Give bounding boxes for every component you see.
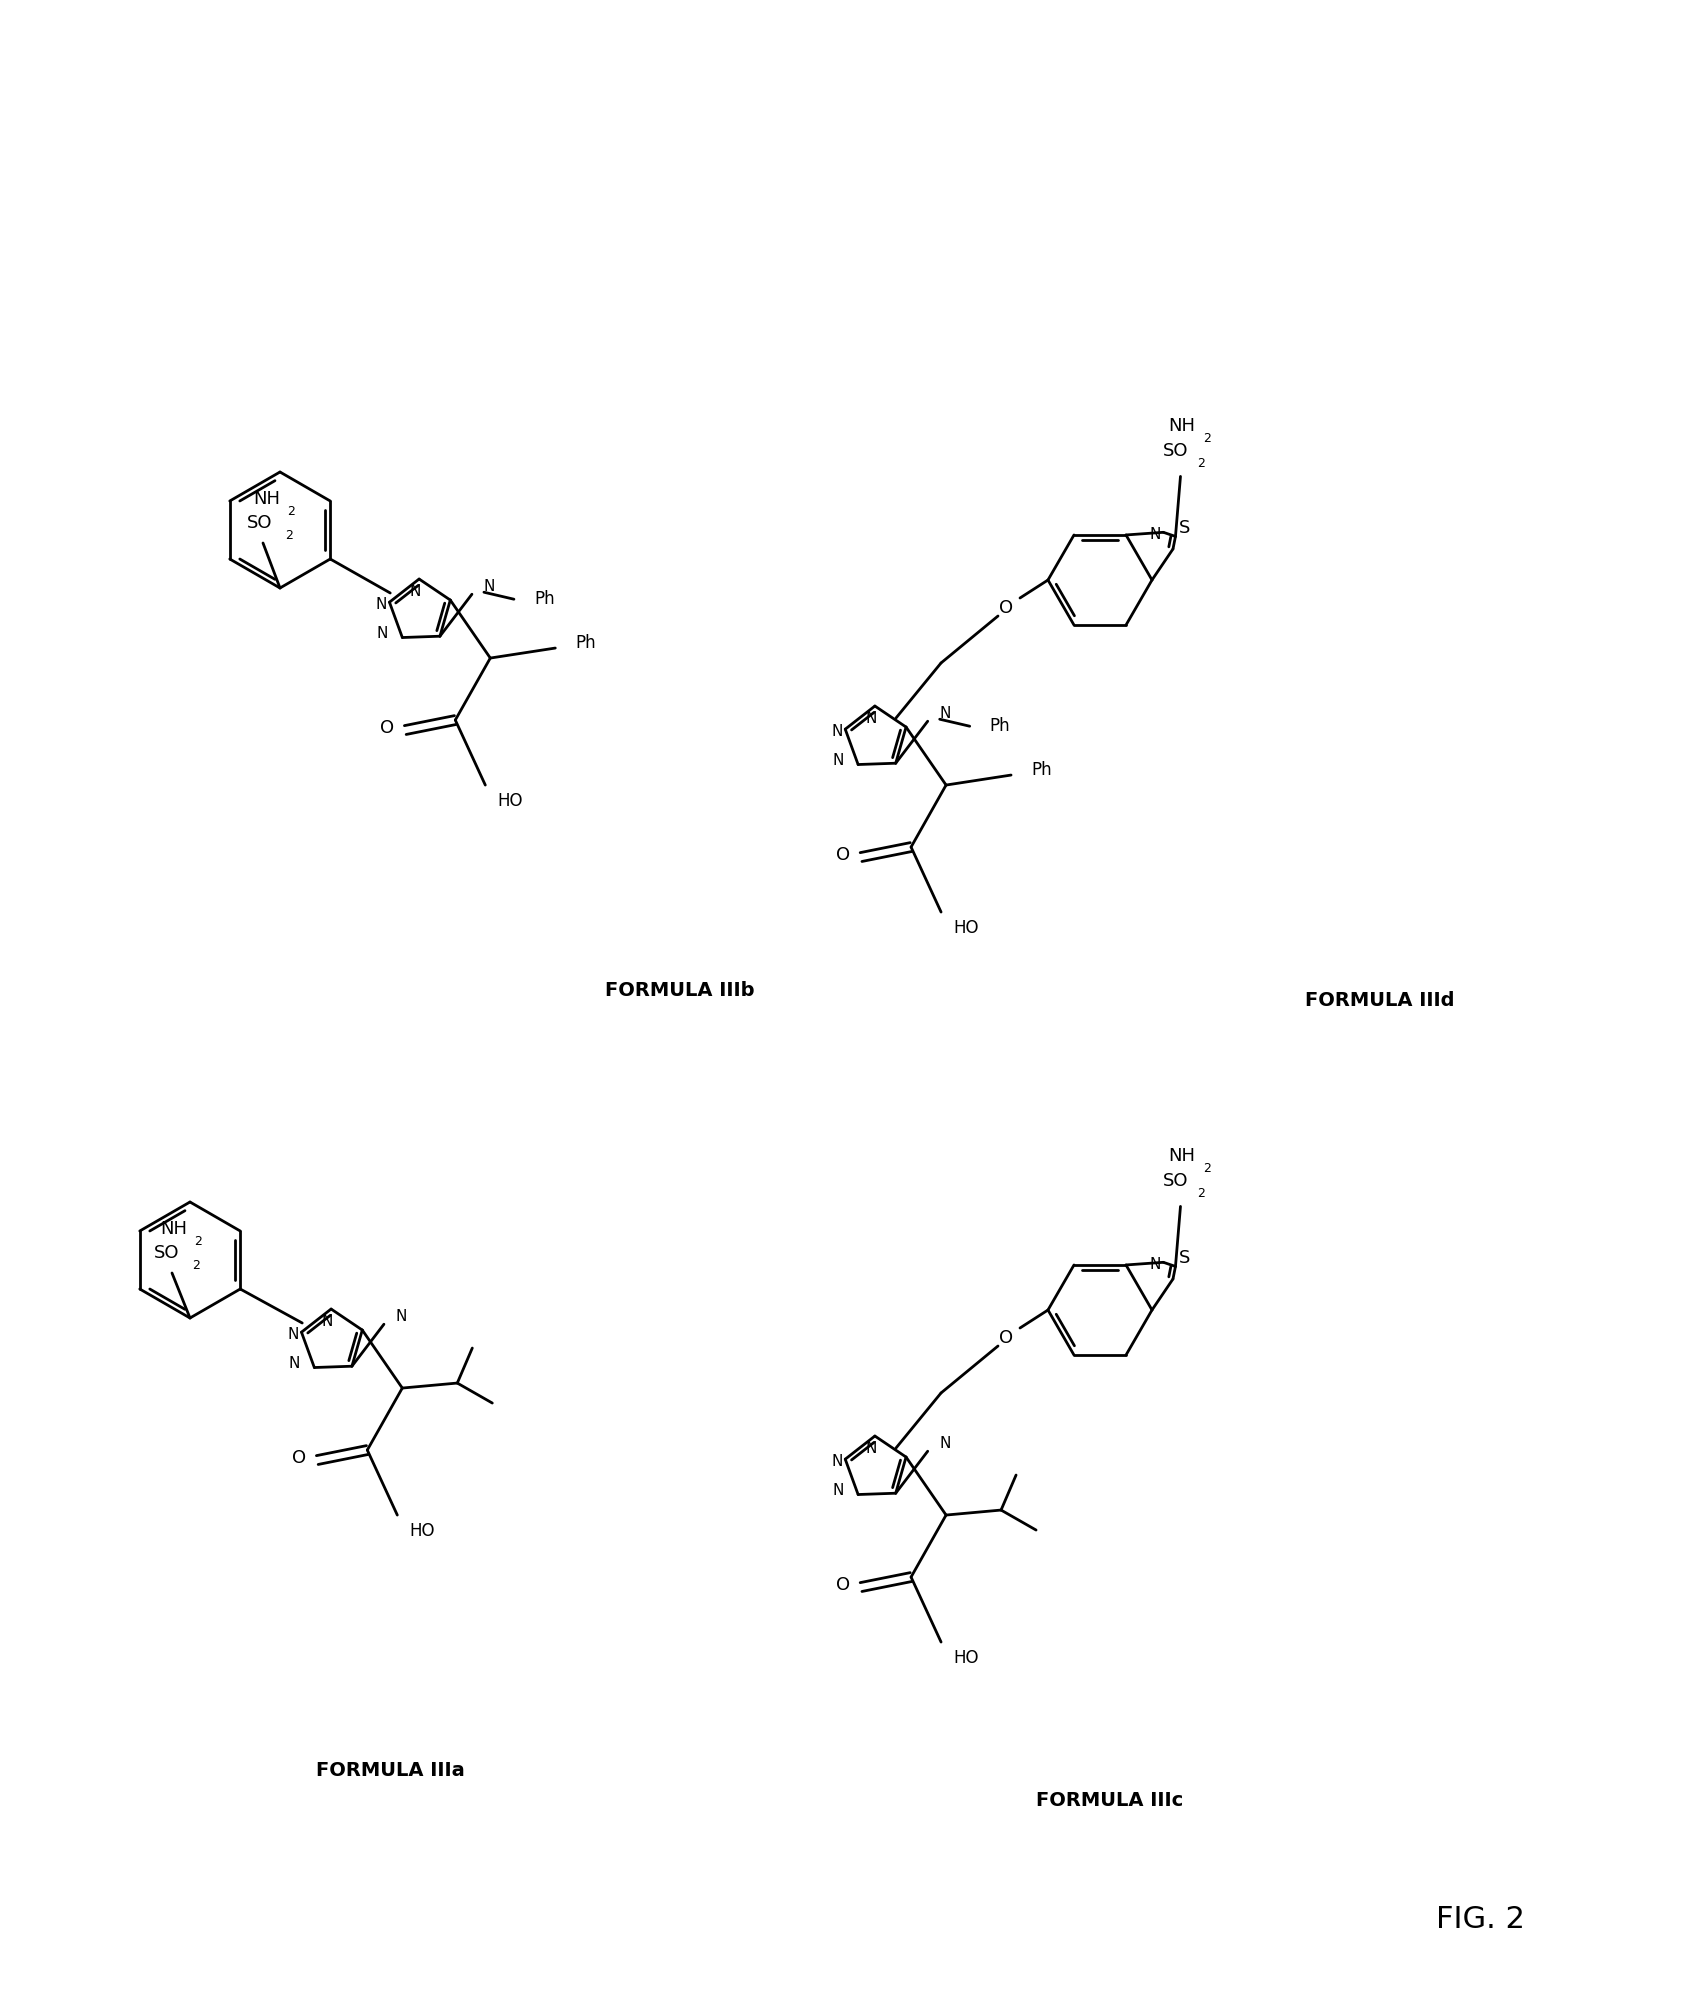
- Text: HO: HO: [953, 1650, 979, 1668]
- Text: N: N: [378, 626, 388, 642]
- Text: 2: 2: [1197, 457, 1205, 471]
- Text: Ph: Ph: [576, 634, 596, 652]
- Text: N: N: [1150, 1258, 1161, 1272]
- Text: FORMULA IIIb: FORMULA IIIb: [606, 980, 755, 1000]
- Text: N: N: [288, 1326, 300, 1342]
- Text: N: N: [831, 1455, 843, 1469]
- Text: O: O: [999, 1330, 1012, 1346]
- Text: Ph: Ph: [990, 716, 1011, 734]
- Text: FORMULA IIIa: FORMULA IIIa: [315, 1760, 464, 1779]
- Text: SO: SO: [154, 1243, 179, 1262]
- Text: 2: 2: [1197, 1187, 1205, 1201]
- Text: FORMULA IIId: FORMULA IIId: [1305, 990, 1454, 1010]
- Text: N: N: [290, 1356, 300, 1370]
- Text: N: N: [484, 579, 496, 594]
- Text: 2: 2: [288, 505, 295, 517]
- Text: N: N: [1150, 527, 1161, 543]
- Text: Ph: Ph: [1031, 761, 1051, 779]
- Text: SO: SO: [1163, 443, 1188, 461]
- Text: NH: NH: [1168, 1147, 1195, 1165]
- Text: O: O: [999, 600, 1012, 618]
- Text: N: N: [376, 598, 388, 612]
- Text: N: N: [833, 1483, 845, 1499]
- Text: N: N: [940, 706, 951, 720]
- Text: N: N: [833, 752, 845, 769]
- Text: SO: SO: [247, 513, 273, 531]
- Text: N: N: [831, 724, 843, 738]
- Text: O: O: [381, 718, 394, 736]
- Text: FIG. 2: FIG. 2: [1436, 1905, 1524, 1934]
- Text: NH: NH: [1168, 416, 1195, 435]
- Text: HO: HO: [498, 793, 523, 811]
- Text: NH: NH: [252, 491, 279, 507]
- Text: FORMULA IIIc: FORMULA IIIc: [1036, 1791, 1183, 1809]
- Text: N: N: [396, 1308, 408, 1324]
- Text: SO: SO: [1163, 1173, 1188, 1191]
- Text: HO: HO: [953, 919, 979, 938]
- Text: Ph: Ph: [533, 590, 555, 608]
- Text: NH: NH: [161, 1219, 186, 1237]
- Text: 2: 2: [191, 1260, 200, 1272]
- Text: N: N: [940, 1437, 951, 1451]
- Text: N: N: [865, 1441, 877, 1455]
- Text: N: N: [410, 583, 422, 598]
- Text: O: O: [836, 847, 850, 863]
- Text: O: O: [293, 1449, 306, 1467]
- Text: 2: 2: [1204, 433, 1212, 445]
- Text: N: N: [865, 710, 877, 726]
- Text: HO: HO: [410, 1521, 435, 1539]
- Text: O: O: [836, 1575, 850, 1594]
- Text: 2: 2: [1204, 1163, 1212, 1175]
- Text: S: S: [1180, 1249, 1190, 1268]
- Text: 2: 2: [284, 529, 293, 541]
- Text: S: S: [1180, 519, 1190, 537]
- Text: N: N: [322, 1314, 334, 1328]
- Text: 2: 2: [195, 1235, 201, 1247]
